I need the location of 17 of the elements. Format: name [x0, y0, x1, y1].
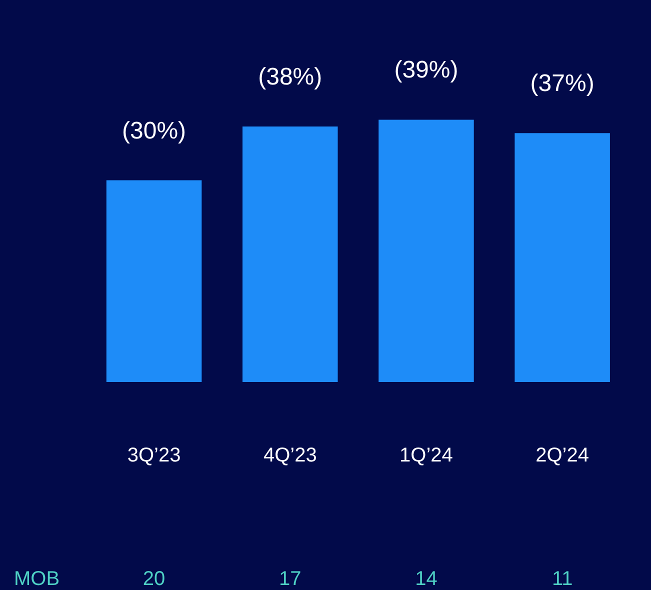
x-tick-label: 2Q’24: [536, 444, 590, 467]
data-label: (38%): [258, 63, 322, 90]
text: MOB: [14, 568, 60, 590]
x-tick-label: 3Q’23: [127, 444, 181, 467]
text: 20: [142, 568, 166, 590]
bar: [514, 133, 610, 382]
bar: [106, 180, 202, 382]
text: 17: [279, 568, 302, 590]
bar: [242, 126, 338, 382]
text: 14: [415, 568, 438, 590]
bar: [378, 120, 474, 382]
data-label: (39%): [394, 56, 458, 84]
data-label: (37%): [530, 70, 594, 98]
x-tick-label: 4Q’23: [263, 444, 317, 467]
text: 11: [552, 568, 573, 590]
x-tick-label: 1Q’24: [400, 444, 453, 467]
data-label: (30%): [122, 117, 186, 144]
